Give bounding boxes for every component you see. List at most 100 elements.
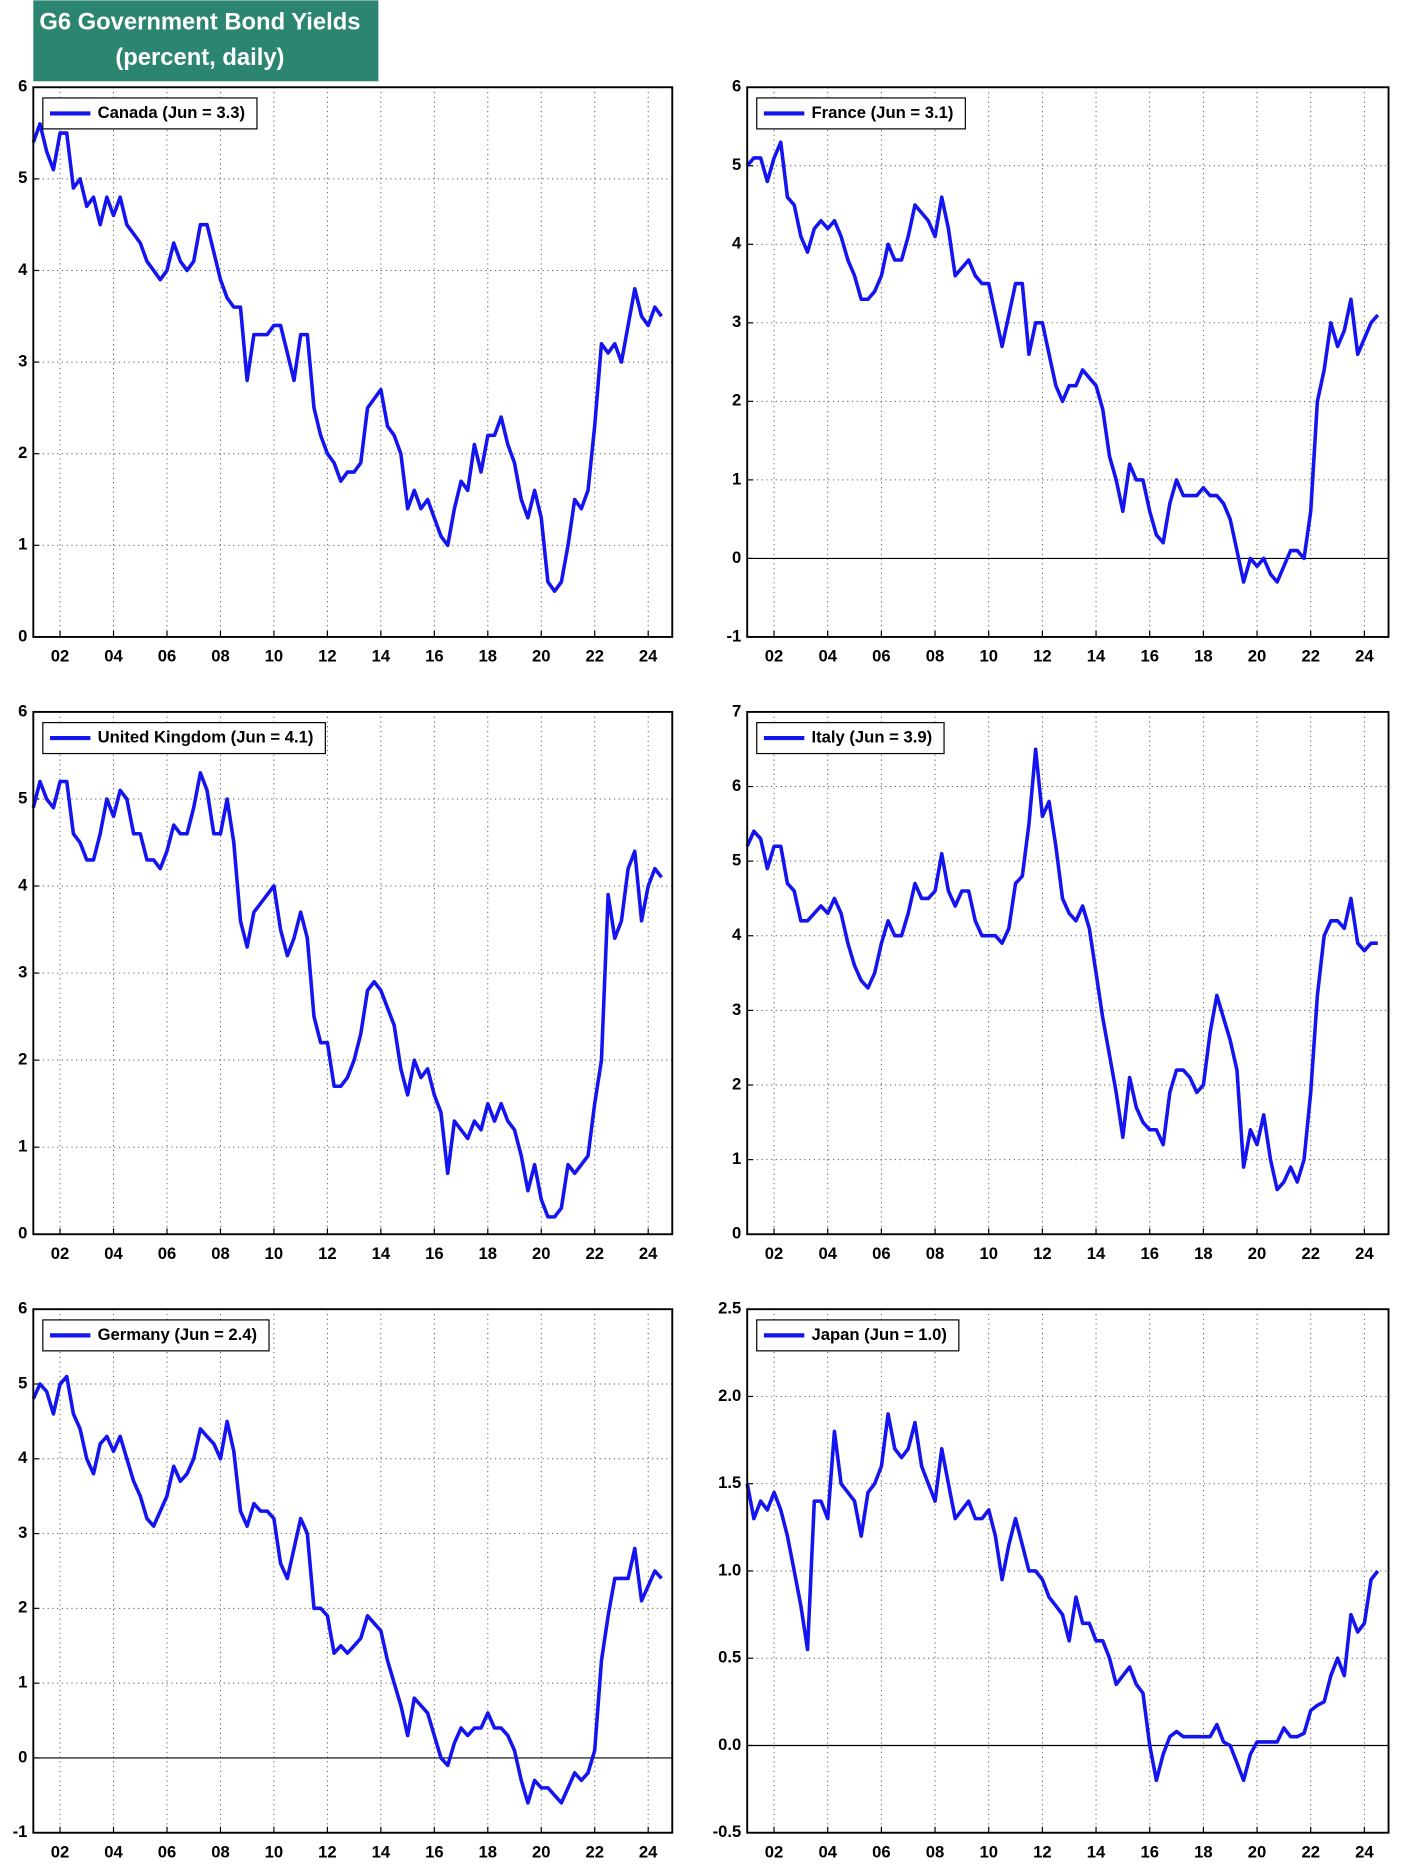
x-tick-label: 22: [1301, 647, 1320, 666]
y-tick-label: 6: [732, 77, 741, 96]
x-tick-label: 02: [51, 647, 70, 666]
x-tick-label: 02: [51, 1244, 70, 1263]
x-tick-label: 16: [1140, 647, 1159, 666]
x-tick-label: 18: [1194, 1244, 1213, 1263]
x-tick-label: 24: [639, 1244, 658, 1263]
chart-subtitle: (percent, daily): [115, 44, 284, 71]
y-tick-label: 3: [732, 1000, 741, 1019]
x-tick-label: 06: [158, 647, 177, 666]
x-tick-label: 14: [372, 647, 391, 666]
y-tick-label: 1: [732, 469, 741, 488]
x-tick-label: 06: [872, 1244, 891, 1263]
y-tick-label: 2: [732, 1074, 741, 1093]
y-tick-label: 1: [732, 1149, 741, 1168]
x-tick-label: 04: [818, 647, 837, 666]
plot-frame: [32, 1308, 674, 1834]
y-tick-label: 6: [732, 776, 741, 795]
y-tick-label: 0.0: [718, 1735, 741, 1754]
y-tick-label: 1: [18, 535, 27, 554]
x-tick-label: 10: [265, 1244, 284, 1263]
y-tick-label: 1.0: [718, 1560, 741, 1579]
y-tick-label: 0: [18, 1747, 27, 1766]
series-line: [745, 747, 1378, 1192]
x-tick-label: 04: [104, 1842, 123, 1861]
x-tick-label: 12: [1033, 647, 1052, 666]
x-tick-label: 08: [211, 647, 230, 666]
x-tick-label: 18: [479, 1842, 498, 1861]
x-tick-label: 16: [425, 1842, 444, 1861]
y-tick-label: 4: [18, 875, 28, 894]
y-tick-label: -1: [726, 626, 741, 645]
series-line: [745, 140, 1380, 584]
x-tick-label: 14: [1087, 647, 1106, 666]
series-line: [745, 1412, 1380, 1783]
x-tick-label: 14: [372, 1244, 391, 1263]
x-tick-label: 08: [211, 1842, 230, 1861]
x-tick-label: 10: [265, 1842, 284, 1861]
legend-box: [42, 97, 258, 130]
x-tick-label: 18: [1194, 1842, 1213, 1861]
y-tick-label: 5: [732, 155, 741, 174]
x-tick-label: 22: [585, 1244, 604, 1263]
x-tick-label: 14: [372, 1842, 391, 1861]
x-tick-label: 02: [765, 1842, 784, 1861]
x-tick-label: 16: [1140, 1244, 1159, 1263]
y-tick-label: 0: [18, 1224, 27, 1243]
x-tick-label: 18: [1194, 647, 1213, 666]
x-tick-label: 04: [104, 647, 123, 666]
y-tick-label: 4: [18, 1448, 28, 1467]
plot-frame: [32, 710, 674, 1236]
x-tick-label: 20: [532, 1244, 551, 1263]
chart-title: G6 Government Bond Yields: [39, 8, 360, 35]
y-tick-label: 2: [18, 1050, 27, 1069]
plot-frame: [746, 86, 1390, 638]
y-tick-label: 6: [18, 77, 27, 96]
y-tick-label: 0: [732, 548, 741, 567]
y-tick-label: 1: [18, 1673, 27, 1692]
y-tick-label: 3: [18, 351, 27, 370]
y-tick-label: -1: [13, 1822, 28, 1841]
x-tick-label: 22: [585, 1842, 604, 1861]
legend-label: Italy (Jun = 3.9): [811, 727, 932, 746]
x-tick-label: 14: [1087, 1842, 1106, 1861]
legend-label: Germany (Jun = 2.4): [98, 1325, 258, 1344]
y-tick-label: 4: [732, 925, 742, 944]
plot-frame: [746, 710, 1390, 1236]
legend-label: Canada (Jun = 3.3): [98, 103, 245, 122]
y-tick-label: 0: [732, 1224, 741, 1243]
y-tick-label: 2: [732, 391, 741, 410]
x-tick-label: 22: [1301, 1842, 1320, 1861]
x-tick-label: 22: [585, 647, 604, 666]
y-tick-label: -0.5: [713, 1822, 742, 1841]
series-line: [31, 122, 663, 593]
y-tick-label: 3: [18, 962, 27, 981]
x-tick-label: 24: [639, 1842, 658, 1861]
x-tick-label: 16: [425, 647, 444, 666]
y-tick-label: 1.5: [718, 1473, 741, 1492]
y-tick-label: 4: [732, 234, 742, 253]
x-tick-label: 22: [1301, 1244, 1320, 1263]
y-tick-label: 0.5: [718, 1648, 741, 1667]
x-tick-label: 12: [318, 1244, 337, 1263]
panel: -0.5 0.0 0.5 1.0 1.5 2.0 2.5 02 04 06 08 10 12 14 16 18…: [713, 1299, 1390, 1861]
y-tick-label: 7: [732, 701, 741, 720]
x-tick-label: 20: [532, 647, 551, 666]
x-tick-label: 24: [639, 647, 658, 666]
y-tick-label: 2.5: [718, 1299, 741, 1318]
x-tick-label: 02: [765, 1244, 784, 1263]
y-tick-label: 1: [18, 1137, 27, 1156]
x-tick-label: 12: [1033, 1244, 1052, 1263]
x-tick-label: 08: [926, 1244, 945, 1263]
x-tick-label: 02: [765, 647, 784, 666]
x-tick-label: 10: [979, 1842, 998, 1861]
x-tick-label: 18: [479, 1244, 498, 1263]
x-tick-label: 10: [265, 647, 284, 666]
series-line: [31, 771, 663, 1219]
x-tick-label: 12: [1033, 1842, 1052, 1861]
x-tick-label: 24: [1355, 647, 1374, 666]
x-tick-label: 04: [104, 1244, 123, 1263]
y-tick-label: 2.0: [718, 1386, 741, 1405]
title-box: [33, 0, 379, 82]
